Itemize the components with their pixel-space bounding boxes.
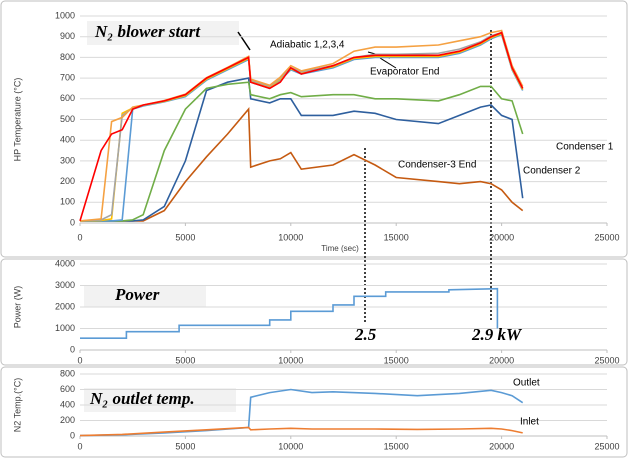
arrow: [379, 57, 397, 69]
y-tick-label: 0: [70, 217, 75, 227]
y-tick-label: 3000: [55, 280, 75, 290]
y-tick-label: 600: [60, 384, 75, 394]
annotation: Outlet: [513, 378, 540, 389]
panel-frame: [0, 366, 628, 458]
label-box: [84, 285, 206, 307]
annotation: N₂ outlet temp.: [89, 389, 195, 408]
y-tick-label: 300: [60, 155, 75, 165]
y-tick-label: 700: [60, 72, 75, 82]
annotation: Power: [114, 285, 160, 304]
y-tick-label: 600: [60, 93, 75, 103]
y-tick-label: 0: [70, 344, 75, 354]
y-tick-label: 100: [60, 197, 75, 207]
series-line: [79, 31, 524, 222]
x-axis-label: Time (sec): [321, 244, 359, 253]
y-tick-label: 500: [60, 114, 75, 124]
y-tick-label: 1000: [55, 323, 75, 333]
series-line: [80, 287, 499, 339]
y-tick-label: 2000: [55, 301, 75, 311]
annotation: N₂ blower start: [94, 22, 201, 41]
series-line: [79, 426, 523, 437]
x-tick-label: 10000: [278, 441, 303, 451]
y-tick-label: 1000: [55, 10, 75, 20]
annotation: Evaporator End: [370, 67, 440, 78]
y-tick-label: 200: [60, 415, 75, 425]
x-tick-label: 10000: [278, 355, 303, 365]
x-tick-label: 25000: [594, 232, 619, 242]
annotation: 2.5: [354, 325, 377, 344]
series-line: [79, 31, 524, 222]
annotation: Condenser 1: [556, 142, 614, 153]
x-tick-label: 0: [77, 232, 82, 242]
y-tick-label: 4000: [55, 258, 75, 268]
x-tick-label: 15000: [384, 232, 409, 242]
x-tick-label: 10000: [278, 232, 303, 242]
y-axis-label: N2 Temp.(°C): [12, 378, 22, 432]
x-tick-label: 25000: [594, 355, 619, 365]
annotation: Adiabatic 1,2,3,4: [270, 40, 345, 51]
x-tick-label: 15000: [384, 441, 409, 451]
x-tick-label: 5000: [175, 232, 195, 242]
y-axis-label: HP Temperature (°C): [12, 78, 22, 162]
y-tick-label: 900: [60, 31, 75, 41]
x-tick-label: 5000: [175, 441, 195, 451]
series-line: [80, 33, 524, 222]
x-tick-label: 20000: [489, 355, 514, 365]
series-line: [79, 29, 524, 222]
annotation: Condenser 2: [523, 166, 581, 177]
panel-frame: [0, 258, 628, 366]
annotation: 2.9 kW: [471, 325, 523, 344]
label-box: [87, 21, 239, 45]
x-tick-label: 20000: [489, 232, 514, 242]
x-tick-label: 20000: [489, 441, 514, 451]
x-tick-label: 5000: [175, 355, 195, 365]
x-tick-label: 25000: [594, 441, 619, 451]
y-axis-label: Power (W): [12, 286, 22, 329]
panel-frame: [0, 0, 628, 258]
annotation: Condenser-3 End: [398, 160, 476, 171]
y-tick-label: 800: [60, 368, 75, 378]
x-tick-label: 0: [77, 441, 82, 451]
series-line: [80, 77, 524, 222]
y-tick-label: 400: [60, 399, 75, 409]
y-tick-label: 200: [60, 176, 75, 186]
y-tick-label: 0: [70, 430, 75, 440]
arrow: [237, 31, 251, 51]
label-box: [84, 388, 236, 412]
x-tick-label: 15000: [384, 355, 409, 365]
series-line: [79, 32, 524, 222]
y-tick-label: 800: [60, 52, 75, 62]
x-tick-label: 0: [77, 355, 82, 365]
y-tick-label: 400: [60, 135, 75, 145]
series-line: [80, 81, 524, 222]
annotation: Inlet: [520, 417, 539, 428]
